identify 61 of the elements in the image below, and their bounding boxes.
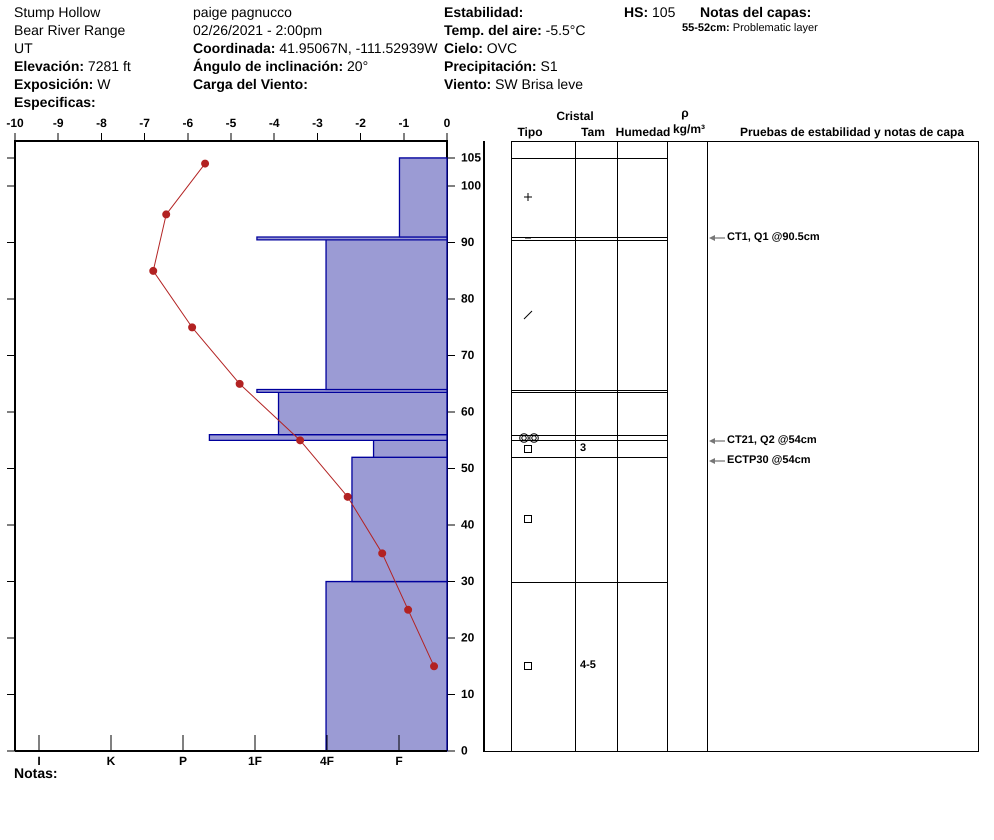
text: Precipitación: S1	[444, 58, 558, 74]
text: Bear River Range	[14, 22, 126, 38]
text: Pruebas de estabilidad y notas de capa	[740, 125, 964, 139]
x-tick-label: -9	[52, 116, 64, 130]
text: I	[37, 754, 41, 768]
text: Stump Hollow	[14, 4, 100, 20]
y-tick-label: 20	[461, 630, 475, 644]
text: Carga del Viento:	[193, 76, 308, 92]
y-tick-label: 80	[461, 291, 475, 306]
y-tick-label: 40	[461, 517, 475, 532]
text: Temp. del aire: -5.5°C	[444, 22, 586, 38]
x-tick-label: 0	[444, 116, 451, 130]
x-tick-label: -4	[268, 116, 280, 130]
text: Cristal	[556, 109, 594, 123]
text: Estabilidad:	[444, 4, 524, 20]
y-tick-label: 10	[461, 686, 475, 701]
text: Notas:	[14, 765, 58, 781]
text: K	[106, 754, 116, 768]
y-tick-label: 100	[461, 178, 482, 192]
x-tick-label: -3	[312, 116, 324, 130]
text: 3	[580, 442, 586, 455]
x-tick-label: -8	[96, 116, 108, 130]
text: paige pagnucco	[193, 4, 292, 20]
y-tick-label: 50	[461, 460, 475, 475]
text: Elevación: 7281 ft	[14, 58, 131, 74]
x-tick-label: -10	[6, 116, 24, 130]
text: 4F	[320, 754, 334, 768]
y-tick-label: 30	[461, 574, 475, 588]
y-tick-label: 90	[461, 234, 475, 249]
y-tick-label: 105	[461, 150, 482, 164]
text: Tipo	[517, 125, 543, 139]
x-tick-label: -2	[355, 116, 366, 130]
text: HS: 105	[624, 4, 676, 20]
text: Notas del capas:	[700, 4, 812, 20]
text: Tam	[581, 125, 605, 139]
text: 1F	[248, 754, 262, 768]
text: kg/m³	[672, 122, 706, 136]
text: Humedad	[616, 125, 670, 139]
text: Especificas:	[14, 94, 96, 110]
text: CT21, Q2 @54cm	[727, 434, 817, 447]
x-tick-label: -1	[398, 116, 410, 130]
y-tick-label: 0	[461, 743, 468, 758]
y-tick-label: 70	[461, 348, 475, 362]
text: 4-5	[580, 659, 596, 672]
y-tick-label: 60	[461, 404, 475, 418]
text: ρ	[681, 106, 689, 120]
text: Ángulo de inclinación: 20°	[193, 58, 368, 74]
text: Viento: SW Brisa leve	[444, 76, 584, 92]
x-tick-label: -5	[226, 116, 237, 130]
text: CT1, Q1 @90.5cm	[727, 231, 820, 244]
text: ECTP30 @54cm	[727, 454, 810, 467]
text: 02/26/2021 - 2:00pm	[193, 22, 322, 38]
text: Exposición: W	[14, 76, 110, 92]
text: F	[395, 754, 403, 768]
text: P	[178, 754, 188, 768]
text: Cielo: OVC	[444, 40, 518, 56]
text: 55-52cm: Problematic layer	[682, 22, 818, 34]
text: Coordinada: 41.95067N, -111.52939W	[193, 40, 438, 56]
text: UT	[14, 40, 33, 56]
x-tick-label: -6	[182, 116, 194, 130]
x-tick-label: -7	[139, 116, 150, 130]
